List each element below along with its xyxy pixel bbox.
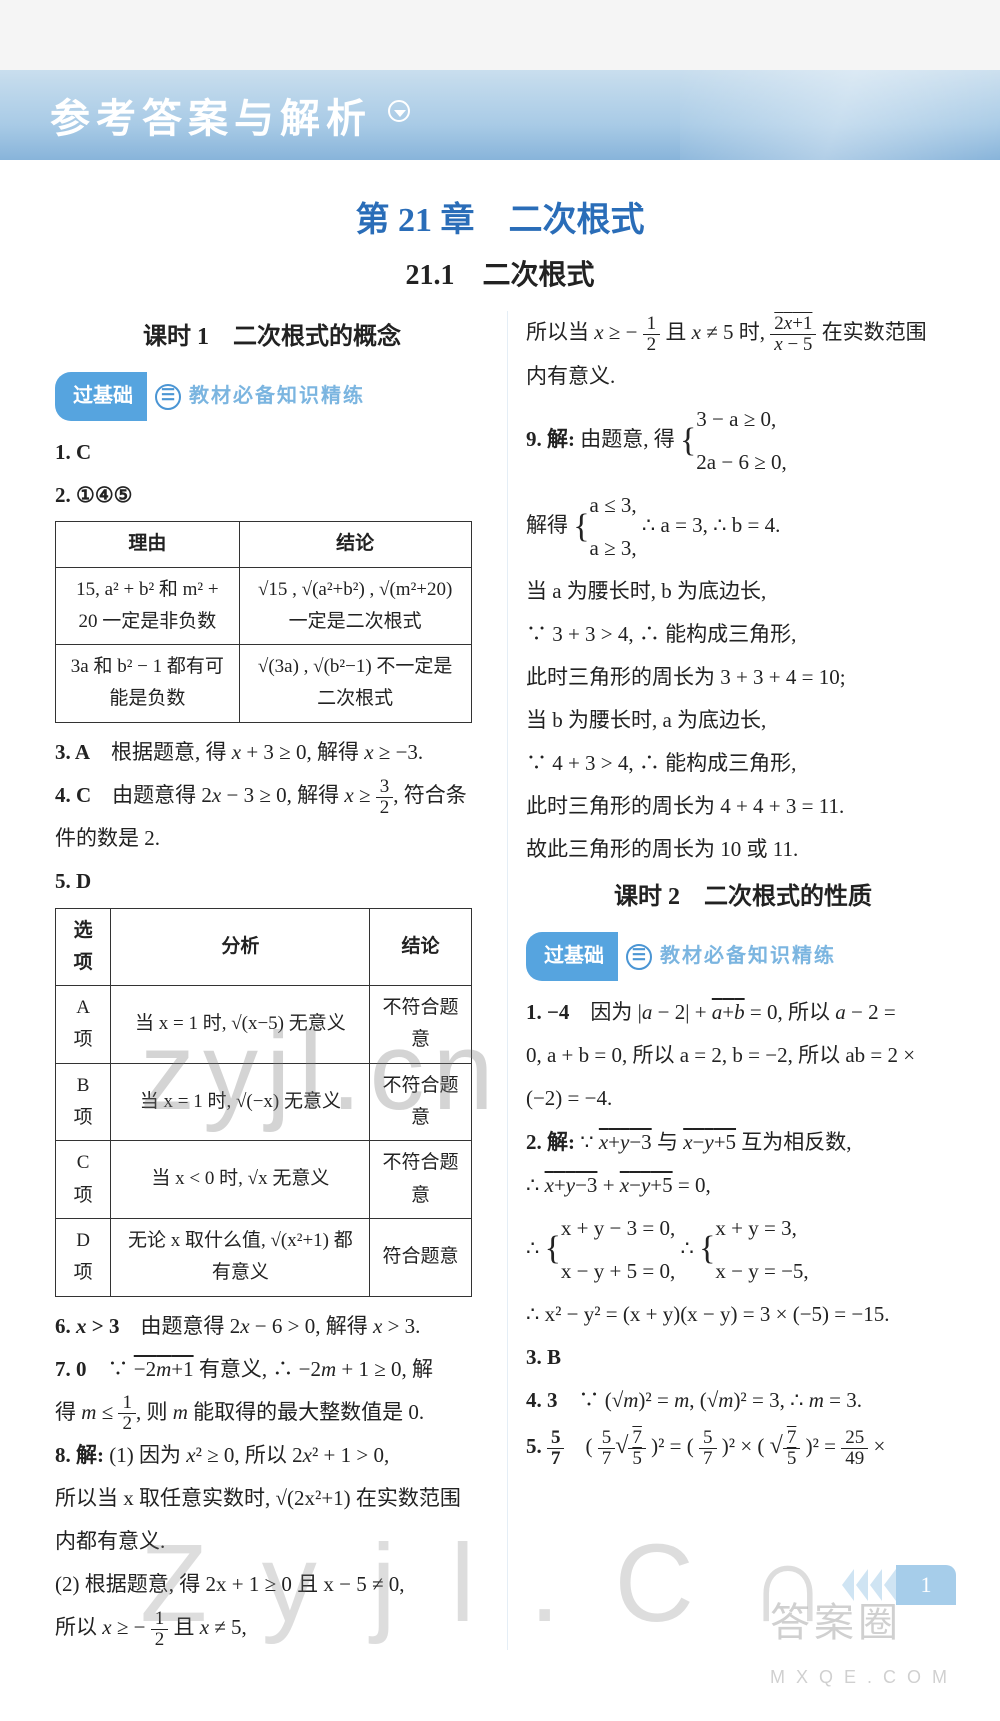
t2r4c2: 无论 x 取什么值, √(x²+1) 都有意义 <box>111 1218 370 1296</box>
answer-8d: (2) 根据题意, 得 2x + 1 ≥ 0 且 x − 5 ≠ 0, <box>55 1563 489 1606</box>
column-left: 课时 1 二次根式的概念 过基础 ☰ 教材必备知识精练 1. C 2. ①④⑤ … <box>55 311 489 1650</box>
answer-6: 6. x > 3 由题意得 2x − 6 > 0, 解得 x > 3. <box>55 1305 489 1348</box>
q9c: ∴ a = 3, ∴ b = 4. <box>642 513 780 537</box>
answer-7a: 7. 0 ∵ −2m+1 有意义, ∴ −2m + 1 ≥ 0, 解 <box>55 1348 489 1391</box>
sys1b: 2a − 6 ≥ 0, <box>696 441 786 484</box>
t2-h1: 选项 <box>56 908 111 986</box>
answer-4b: 件的数是 2. <box>55 817 489 860</box>
answer-8c: 内都有意义. <box>55 1520 489 1563</box>
r2a: 2. 解: ∵ x+y−3 与 x−y+5 互为相反数, <box>526 1121 960 1164</box>
r1b: 0, a + b = 0, 所以 a = 2, b = −2, 所以 ab = … <box>526 1034 960 1077</box>
page-root: 答案圈 M X Q E . C O M 参考答案与解析 第 21 章 二次根式 … <box>0 70 1000 1721</box>
answer-8b: 所以当 x 取任意实数时, √(2x²+1) 在实数范围 <box>55 1477 489 1520</box>
wm-corner-text: 答案圈 <box>770 1601 902 1645</box>
tri-a: 当 a 为腰长时, b 为底边长, <box>526 570 960 613</box>
pill-subtitle-2: 教材必备知识精练 <box>660 936 836 977</box>
answer-4: 4. C 由题意得 2x − 3 ≥ 0, 解得 x ≥ 32, 符合条 <box>55 774 489 818</box>
answer-5: 5. D <box>55 860 489 903</box>
tri-g: 故此三角形的周长为 10 或 11. <box>526 828 960 871</box>
tri-c: 此时三角形的周长为 3 + 3 + 4 = 10; <box>526 656 960 699</box>
column-right: 所以当 x ≥ − 12 且 x ≠ 5 时, 2x+1x − 5 在实数范围 … <box>526 311 960 1650</box>
t1-r1c2: √15 , √(a²+b²) , √(m²+20) 一定是二次根式 <box>239 567 471 645</box>
r2s2b: x − y = −5, <box>715 1250 808 1293</box>
t2r2c1: B 项 <box>56 1063 111 1141</box>
t2r2c2: 当 x = 1 时, √(−x) 无意义 <box>111 1063 370 1141</box>
t1-h1: 理由 <box>56 522 240 567</box>
r2s1a: x + y − 3 = 0, <box>561 1207 675 1250</box>
r5: 5. 57 ( 57√75 )² = ( 57 )² × ( √75 )² = … <box>526 1422 960 1471</box>
r2sys: ∴ {x + y − 3 = 0,x − y + 5 = 0, ∴ {x + y… <box>526 1207 960 1293</box>
t2-h3: 结论 <box>370 908 471 986</box>
r3: 3. B <box>526 1336 960 1379</box>
r1a: 1. −4 因为 |a − 2| + a+b = 0, 所以 a − 2 = <box>526 991 960 1034</box>
column-divider <box>507 311 508 1650</box>
t2r3c1: C 项 <box>56 1141 111 1219</box>
tri-b: ∵ 3 + 3 > 4, ∴ 能构成三角形, <box>526 613 960 656</box>
pill-label-2: 过基础 <box>526 932 618 981</box>
t2r1c1: A 项 <box>56 986 111 1064</box>
answer-1: 1. C <box>55 431 489 474</box>
section-pill: 过基础 ☰ 教材必备知识精练 <box>55 372 489 421</box>
answer-9a: 9. 解: 由题意, 得 {3 − a ≥ 0,2a − 6 ≥ 0, <box>526 398 960 484</box>
t1-r2c2: √(3a) , √(b²−1) 不一定是二次根式 <box>239 645 471 723</box>
table-1: 理由结论 15, a² + b² 和 m² + 20 一定是非负数√15 , √… <box>55 521 472 722</box>
t2r2c3: 不符合题意 <box>370 1063 471 1141</box>
answer-2: 2. ①④⑤ <box>55 474 489 517</box>
r2s2a: x + y = 3, <box>715 1207 808 1250</box>
t1-r2c1: 3a 和 b² − 1 都有可能是负数 <box>56 645 240 723</box>
t2r4c1: D 项 <box>56 1218 111 1296</box>
header-bar: 参考答案与解析 <box>0 70 1000 160</box>
pill-label: 过基础 <box>55 372 147 421</box>
chapter-title: 第 21 章 二次根式 <box>0 192 1000 241</box>
t2-h2: 分析 <box>111 908 370 986</box>
t2r3c2: 当 x < 0 时, √x 无意义 <box>111 1141 370 1219</box>
tri-f: 此时三角形的周长为 4 + 4 + 3 = 11. <box>526 785 960 828</box>
watermark-corner: 答案圈 M X Q E . C O M <box>770 1590 950 1693</box>
lesson-1-title: 课时 1 二次根式的概念 <box>55 313 489 362</box>
t2r1c2: 当 x = 1 时, √(x−5) 无意义 <box>111 986 370 1064</box>
t1-h2: 结论 <box>239 522 471 567</box>
r1c: (−2) = −4. <box>526 1077 960 1120</box>
r4: 4. 3 ∵ (√m)² = m, (√m)² = 3, ∴ m = 3. <box>526 1379 960 1422</box>
sys2b: a ≥ 3, <box>590 527 637 570</box>
r2c: ∴ x² − y² = (x + y)(x − y) = 3 × (−5) = … <box>526 1293 960 1336</box>
sys1a: 3 − a ≥ 0, <box>696 398 786 441</box>
t1-r1c1: 15, a² + b² 和 m² + 20 一定是非负数 <box>56 567 240 645</box>
doc-icon: ☰ <box>155 384 181 410</box>
r2s1b: x − y + 5 = 0, <box>561 1250 675 1293</box>
two-column-layout: 课时 1 二次根式的概念 过基础 ☰ 教材必备知识精练 1. C 2. ①④⑤ … <box>55 311 960 1650</box>
tri-e: ∵ 4 + 3 > 4, ∴ 能构成三角形, <box>526 742 960 785</box>
table-2: 选项 分析 结论 A 项当 x = 1 时, √(x−5) 无意义不符合题意 B… <box>55 908 472 1297</box>
cont-8: 所以当 x ≥ − 12 且 x ≠ 5 时, 2x+1x − 5 在实数范围 <box>526 311 960 355</box>
t2r3c3: 不符合题意 <box>370 1141 471 1219</box>
pill-subtitle: 教材必备知识精练 <box>189 376 365 417</box>
answer-9b: 解得 {a ≤ 3,a ≥ 3, ∴ a = 3, ∴ b = 4. <box>526 484 960 570</box>
t2r4c3: 符合题意 <box>370 1218 471 1296</box>
doc-icon-2: ☰ <box>626 944 652 970</box>
header-title: 参考答案与解析 <box>50 86 372 144</box>
answer-8a: 8. 解: (1) 因为 x² ≥ 0, 所以 2x² + 1 > 0, <box>55 1434 489 1477</box>
answer-3: 3. A 3. A 根据题意, 得 x + 3 ≥ 0, 解得 x ≥ −3.根… <box>55 731 489 774</box>
cont-8b: 内有意义. <box>526 355 960 398</box>
sys2a: a ≤ 3, <box>590 484 637 527</box>
answer-7b: 得 m ≤ 12, 则 m 能取得的最大整数值是 0. <box>55 1391 489 1435</box>
section-pill-2: 过基础 ☰ 教材必备知识精练 <box>526 932 960 981</box>
dropdown-icon <box>388 100 410 122</box>
section-title: 21.1 二次根式 <box>0 253 1000 293</box>
answer-8e: 所以 x ≥ − 12 且 x ≠ 5, <box>55 1606 489 1650</box>
r2b: ∴ x+y−3 + x−y+5 = 0, <box>526 1164 960 1207</box>
t2r1c3: 不符合题意 <box>370 986 471 1064</box>
wm-corner-url: M X Q E . C O M <box>770 1667 950 1687</box>
lesson-2-title: 课时 2 二次根式的性质 <box>526 873 960 922</box>
tri-d: 当 b 为腰长时, a 为底边长, <box>526 699 960 742</box>
